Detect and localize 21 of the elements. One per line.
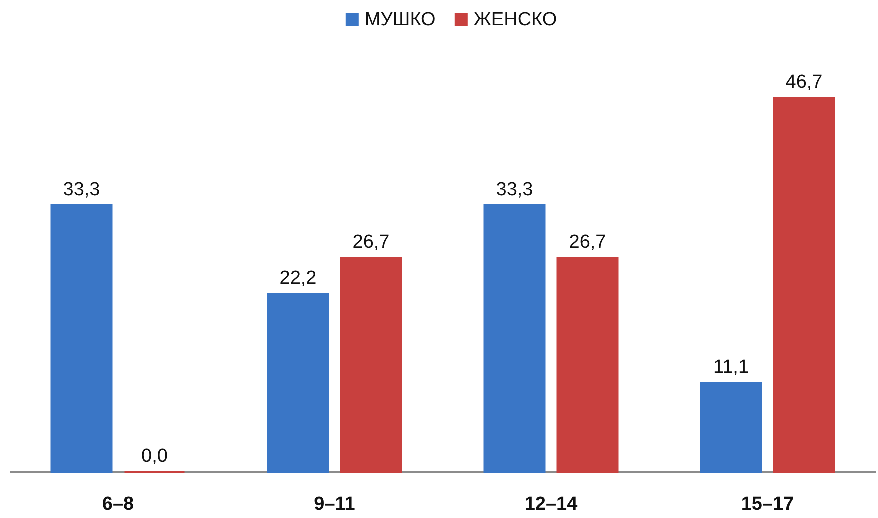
data-label: 22,2 xyxy=(280,268,317,290)
bar xyxy=(267,293,330,473)
data-label: 26,7 xyxy=(569,232,606,254)
data-label: 0,0 xyxy=(142,446,168,467)
data-label: 33,3 xyxy=(63,179,100,200)
data-label: 46,7 xyxy=(786,72,823,93)
legend-label: МУШКО xyxy=(364,10,436,30)
bar xyxy=(773,97,836,473)
bar xyxy=(700,382,762,473)
bar xyxy=(484,204,546,473)
x-tick-label: 15–17 xyxy=(741,494,794,515)
bar xyxy=(556,257,619,473)
x-tick-label: 12–14 xyxy=(524,494,578,515)
legend-label: ЖЕНСКО xyxy=(474,10,558,30)
x-tick-label: 6–8 xyxy=(102,494,134,515)
bar xyxy=(50,204,113,473)
x-tick-label: 9–11 xyxy=(314,494,356,515)
data-label: 33,3 xyxy=(496,179,534,200)
bar xyxy=(340,257,402,473)
data-label: 26,7 xyxy=(352,232,390,254)
data-label: 11,1 xyxy=(713,357,750,378)
